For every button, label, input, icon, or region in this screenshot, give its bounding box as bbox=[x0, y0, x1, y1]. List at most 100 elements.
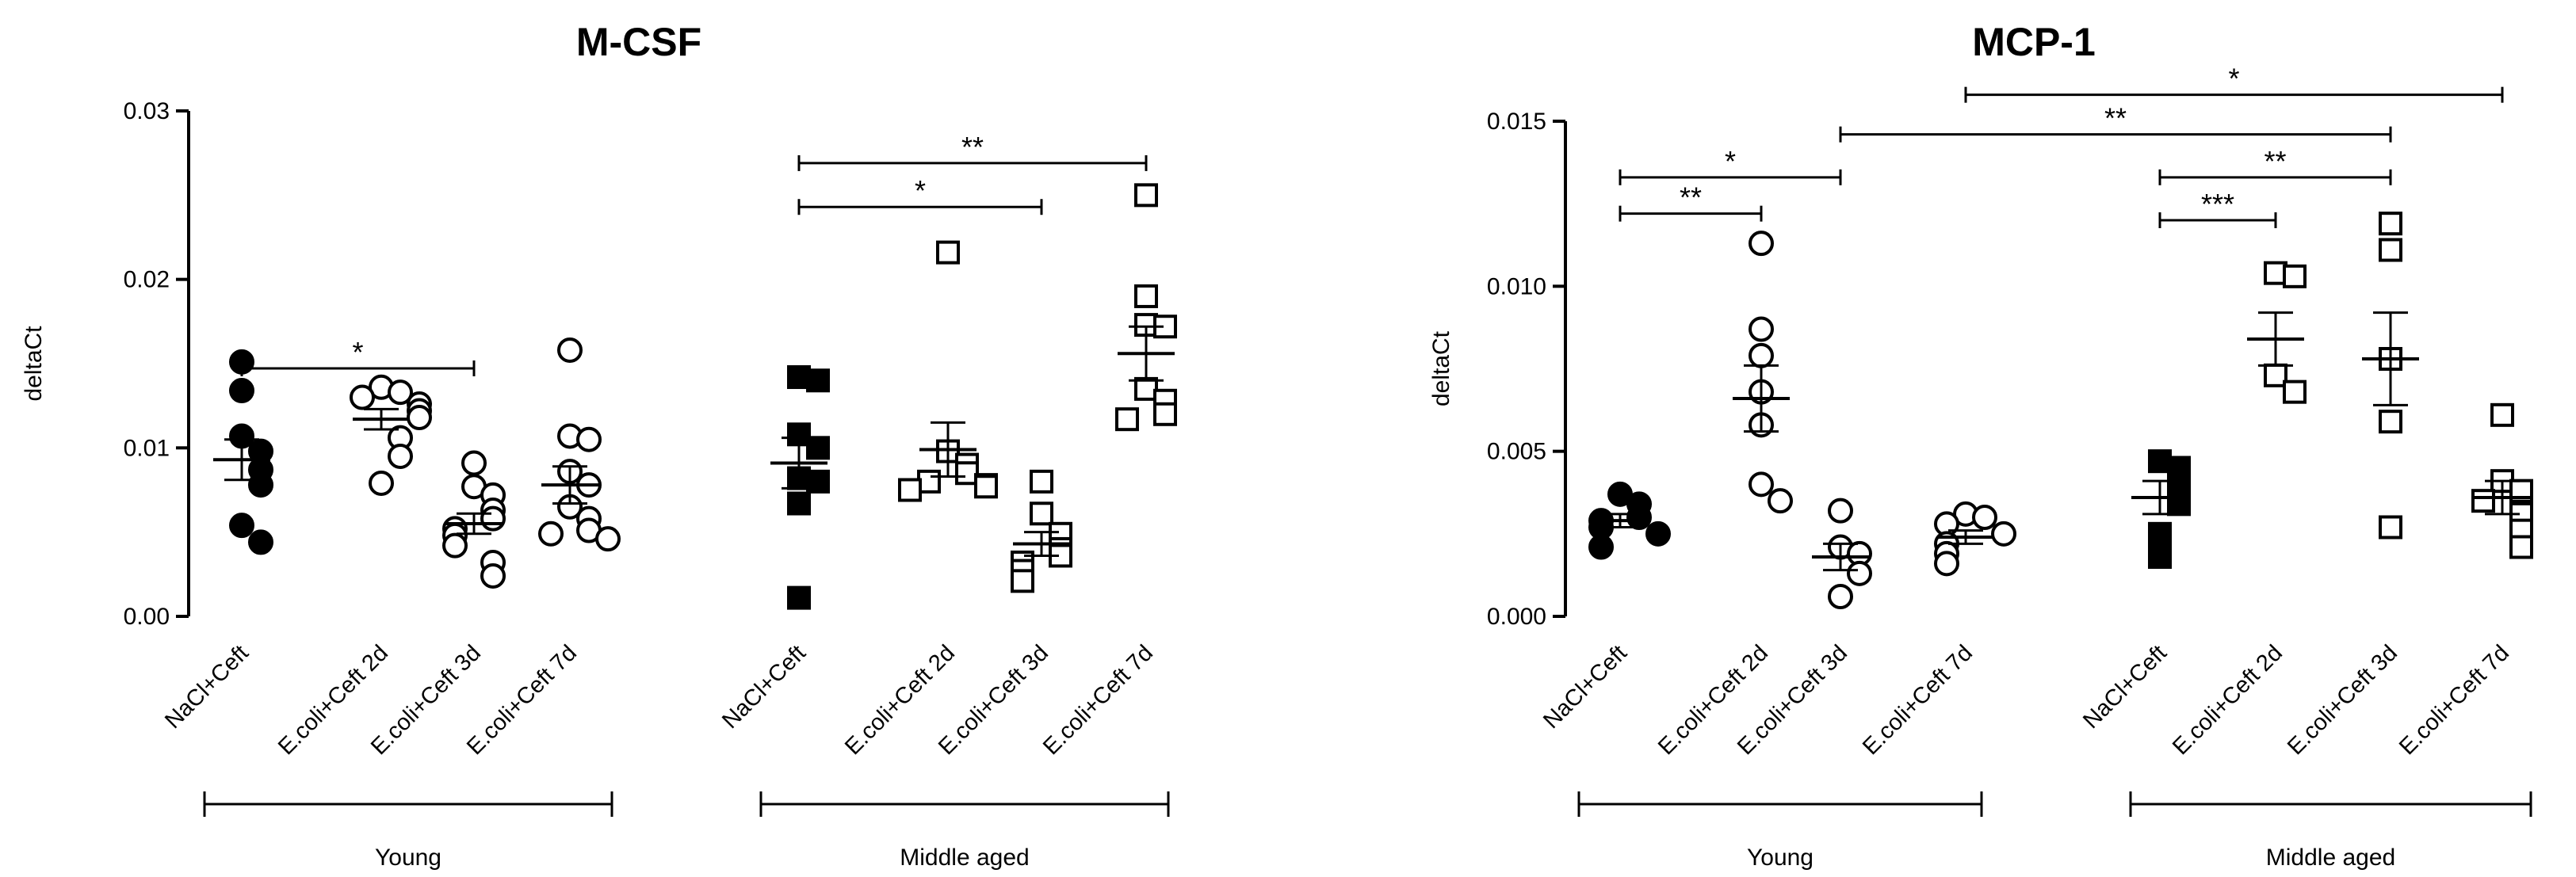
data-point-square bbox=[808, 437, 828, 458]
chart-1: MCP-1 deltaCt 0.000 0.005 0.010 0.015 NaCl+Cef… bbox=[1428, 20, 2532, 871]
series-2 bbox=[444, 452, 504, 586]
significance-label: * bbox=[1725, 145, 1736, 177]
data-point-square bbox=[1136, 286, 1156, 307]
category-label: NaCl+Ceft bbox=[2078, 640, 2172, 734]
data-point-circle bbox=[1829, 585, 1852, 608]
category-label: NaCl+Ceft bbox=[717, 640, 811, 734]
y-tick-label: 0.01 bbox=[124, 435, 170, 461]
data-point-circle bbox=[370, 472, 392, 494]
group-label: Middle aged bbox=[900, 845, 1029, 871]
data-point-circle bbox=[597, 528, 619, 550]
data-point-square bbox=[2380, 213, 2401, 234]
data-point-circle bbox=[1829, 500, 1852, 522]
chart-0: M-CSF deltaCt 0.00 0.01 0.02 0.03 NaCl+Ceft E.c… bbox=[21, 20, 1175, 871]
category-label: NaCl+Ceft bbox=[1538, 640, 1632, 734]
group-label: Middle aged bbox=[2266, 845, 2395, 871]
significance-label: * bbox=[2228, 63, 2239, 95]
category-label: E.coli+Ceft 2d bbox=[2168, 640, 2287, 760]
y-tick-label: 0.00 bbox=[124, 604, 170, 630]
chart-title: M-CSF bbox=[576, 20, 701, 64]
figure: M-CSFdeltaCt0.000.010.020.03NaCl+Ceft E.c… bbox=[0, 0, 2576, 877]
significance-label: *** bbox=[2201, 188, 2234, 220]
data-point-square bbox=[2380, 517, 2401, 538]
category-label: E.coli+Ceft 7d bbox=[1038, 640, 1158, 760]
data-point-square bbox=[2169, 458, 2189, 479]
data-point-circle bbox=[444, 535, 466, 557]
category-label: E.coli+Ceft 3d bbox=[2283, 640, 2402, 760]
y-tick-label: 0.015 bbox=[1487, 109, 1546, 135]
series-1 bbox=[351, 376, 430, 494]
data-point-circle bbox=[1750, 473, 1772, 495]
data-point-circle bbox=[1647, 523, 1669, 545]
data-point-circle bbox=[540, 523, 562, 545]
data-point-square bbox=[1031, 471, 1052, 492]
y-tick-label: 0.02 bbox=[124, 267, 170, 293]
y-axis-label: deltaCt bbox=[1428, 330, 1454, 406]
data-point-circle bbox=[1936, 552, 1958, 574]
series-5 bbox=[900, 242, 996, 501]
data-point-square bbox=[1012, 570, 1033, 591]
data-point-square bbox=[2284, 382, 2305, 402]
y-tick-label: 0.03 bbox=[124, 98, 170, 124]
significance-label: * bbox=[352, 336, 363, 368]
data-point-circle bbox=[482, 565, 504, 587]
data-point-square bbox=[2150, 524, 2170, 544]
data-point-circle bbox=[351, 387, 373, 409]
data-point-square bbox=[2380, 240, 2401, 261]
group-label: Young bbox=[1747, 845, 1814, 871]
y-tick-label: 0.005 bbox=[1487, 439, 1546, 465]
data-point-square bbox=[2473, 490, 2494, 511]
data-point-circle bbox=[1628, 506, 1650, 528]
series-5 bbox=[2247, 263, 2305, 402]
data-point-circle bbox=[1750, 345, 1772, 367]
data-point-circle bbox=[1750, 318, 1772, 341]
data-point-square bbox=[1117, 409, 1137, 429]
data-point-circle bbox=[389, 445, 411, 467]
series-7 bbox=[1117, 185, 1175, 429]
data-point-circle bbox=[1974, 506, 1996, 528]
significance-label: ** bbox=[2264, 145, 2286, 177]
data-point-square bbox=[808, 370, 828, 391]
data-point-circle bbox=[231, 514, 253, 536]
chart-title: MCP-1 bbox=[1972, 20, 2096, 64]
series-3 bbox=[1936, 503, 2015, 575]
significance-label: ** bbox=[2104, 102, 2127, 135]
significance-label: ** bbox=[961, 131, 984, 163]
data-point-circle bbox=[231, 379, 253, 402]
series-7 bbox=[2473, 405, 2532, 558]
data-point-square bbox=[2150, 547, 2170, 567]
series-0 bbox=[1590, 483, 1669, 559]
series-4 bbox=[770, 367, 828, 608]
data-point-circle bbox=[463, 452, 485, 474]
data-point-circle bbox=[1993, 523, 2015, 545]
data-point-square bbox=[938, 242, 958, 263]
data-point-circle bbox=[1590, 536, 1612, 559]
y-axis-label: deltaCt bbox=[21, 326, 47, 402]
y-tick-label: 0.010 bbox=[1487, 273, 1546, 299]
data-point-circle bbox=[482, 508, 504, 530]
data-point-circle bbox=[1769, 490, 1791, 512]
y-tick-label: 0.000 bbox=[1487, 604, 1546, 630]
data-point-circle bbox=[559, 339, 581, 361]
data-point-circle bbox=[578, 429, 600, 451]
data-point-square bbox=[1031, 503, 1052, 524]
series-6 bbox=[1012, 471, 1071, 591]
data-point-square bbox=[1136, 185, 1156, 205]
series-3 bbox=[540, 339, 619, 550]
series-2 bbox=[1812, 500, 1871, 608]
category-label: NaCl+Ceft bbox=[160, 640, 254, 734]
data-point-square bbox=[2511, 537, 2532, 558]
series-6 bbox=[2362, 213, 2419, 537]
data-point-square bbox=[2380, 411, 2401, 432]
data-point-circle bbox=[250, 474, 272, 496]
data-point-square bbox=[2492, 405, 2513, 425]
category-label: E.coli+Ceft 7d bbox=[1858, 640, 1978, 760]
data-point-circle bbox=[408, 406, 430, 429]
category-label: E.coli+Ceft 7d bbox=[2394, 640, 2514, 760]
data-point-square bbox=[2284, 266, 2305, 287]
data-point-square bbox=[900, 480, 920, 501]
data-point-circle bbox=[1750, 232, 1772, 254]
significance-label: * bbox=[915, 174, 926, 207]
data-point-circle bbox=[250, 531, 272, 553]
series-4 bbox=[2131, 451, 2189, 567]
